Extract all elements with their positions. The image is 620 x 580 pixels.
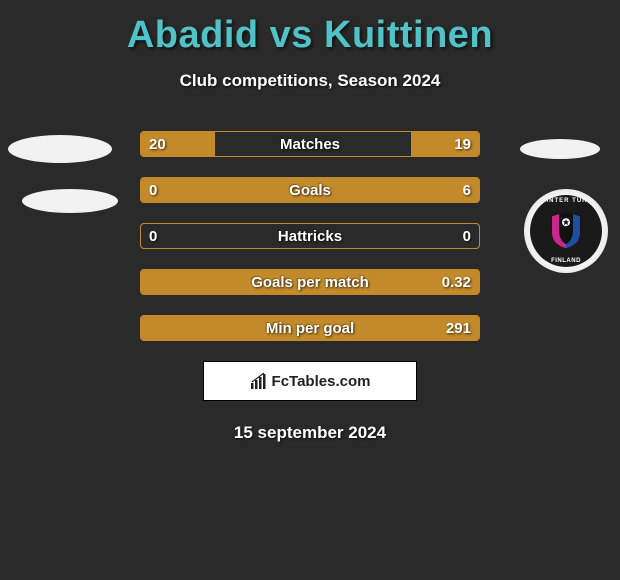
player1-club-placeholder	[22, 189, 118, 213]
stat-label: Min per goal	[141, 316, 479, 340]
stat-rows: 20Matches190Goals60Hattricks0Goals per m…	[140, 131, 480, 341]
stat-label: Goals per match	[141, 270, 479, 294]
player1-avatar-placeholder	[8, 135, 112, 163]
comparison-area: FC INTER TURKU FINLAND 20Matches190Goals…	[0, 131, 620, 341]
stat-row: Goals per match0.32	[140, 269, 480, 295]
stat-value-right: 19	[454, 132, 471, 156]
date-label: 15 september 2024	[0, 423, 620, 443]
stat-value-right: 6	[463, 178, 471, 202]
player2-club-badge: FC INTER TURKU FINLAND	[524, 189, 608, 273]
stat-row: 20Matches19	[140, 131, 480, 157]
badge-top-text: FC INTER TURKU	[530, 198, 602, 204]
club-badge-inner: FC INTER TURKU FINLAND	[530, 195, 602, 267]
brand-box[interactable]: FcTables.com	[203, 361, 417, 401]
stat-value-right: 0.32	[442, 270, 471, 294]
badge-bottom-text: FINLAND	[530, 258, 602, 264]
page-title: Abadid vs Kuittinen	[0, 0, 620, 57]
shield-icon	[548, 210, 584, 250]
stat-value-right: 0	[463, 224, 471, 248]
stat-row: 0Hattricks0	[140, 223, 480, 249]
stat-row: Min per goal291	[140, 315, 480, 341]
stat-value-right: 291	[446, 316, 471, 340]
stat-label: Goals	[141, 178, 479, 202]
stat-row: 0Goals6	[140, 177, 480, 203]
brand-label: FcTables.com	[272, 373, 371, 390]
player2-avatar-placeholder	[520, 139, 600, 159]
chart-icon	[250, 372, 268, 390]
stat-label: Hattricks	[141, 224, 479, 248]
stat-label: Matches	[141, 132, 479, 156]
page-subtitle: Club competitions, Season 2024	[0, 71, 620, 91]
